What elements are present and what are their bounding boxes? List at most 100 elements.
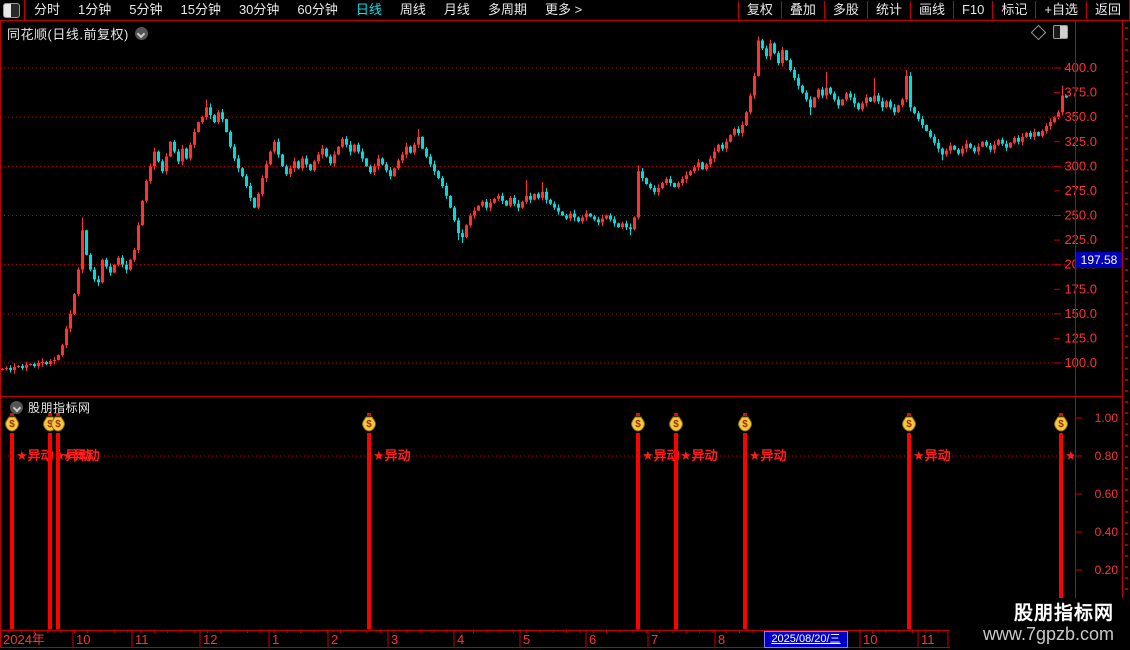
candle-body [513, 197, 516, 204]
candle-body [537, 193, 540, 198]
candle-body [1037, 131, 1040, 136]
menu-item-日线[interactable]: 日线 [355, 2, 382, 17]
indicator-title: 股朋指标网 [28, 401, 91, 415]
signal-line [907, 433, 911, 629]
candle-body [813, 97, 816, 108]
bag-tie [674, 413, 678, 416]
candle-body [261, 178, 264, 194]
candle-body [741, 125, 744, 133]
candle-body [385, 164, 388, 171]
menu-item-F10[interactable]: F10 [952, 1, 992, 19]
window-restore-icon[interactable] [1053, 25, 1068, 39]
candle-body [141, 200, 144, 226]
candle-body [369, 166, 372, 173]
candle-body [125, 264, 128, 270]
strip-tick [1125, 467, 1128, 469]
candle-body [17, 365, 20, 367]
menu-item-画线[interactable]: 画线 [909, 1, 953, 19]
bag-body [738, 416, 752, 432]
candle-body [145, 181, 148, 201]
strip-tick [1125, 247, 1128, 249]
split-window-icon[interactable] [3, 2, 20, 18]
menu-item-标记[interactable]: 标记 [992, 1, 1035, 19]
candle-body [493, 198, 496, 203]
menu-item-多周期[interactable]: 多周期 [487, 2, 527, 17]
candle-body [625, 223, 628, 228]
money-bag-icon: $ [362, 413, 376, 432]
candle-body [1, 368, 4, 370]
menu-item-更多 >[interactable]: 更多 > [544, 2, 583, 17]
candle-body [789, 60, 792, 70]
menu-item-统计[interactable]: 统计 [866, 1, 910, 19]
signal-marker: $ ★异动 [902, 413, 951, 629]
right-scroll-strip[interactable] [1123, 21, 1130, 650]
strip-tick [1125, 159, 1128, 161]
candle-body [717, 144, 720, 152]
price-axis-label: 175.0 [1064, 281, 1097, 296]
signal-line [10, 433, 14, 629]
candle-body [661, 183, 664, 188]
menu-item-30分钟[interactable]: 30分钟 [238, 2, 280, 17]
signal-line [367, 433, 371, 629]
bag-tie [743, 413, 747, 416]
menu-item-周线[interactable]: 周线 [399, 2, 426, 17]
candle-body [781, 50, 784, 64]
candle-body [949, 145, 952, 151]
chevron-down-icon[interactable] [10, 401, 23, 414]
strip-tick [1125, 379, 1128, 381]
strip-tick [1125, 412, 1128, 414]
menu-item-分时[interactable]: 分时 [34, 2, 61, 17]
candle-body [121, 257, 124, 265]
candle-body [217, 112, 220, 123]
strip-tick [1125, 401, 1128, 403]
candle-body [525, 195, 528, 202]
menu-item-月线[interactable]: 月线 [443, 2, 470, 17]
strip-tick [1125, 49, 1128, 51]
menu-item-返回[interactable]: 返回 [1085, 1, 1130, 19]
menu-item-15分钟[interactable]: 15分钟 [180, 2, 221, 17]
menu-item-复权[interactable]: 复权 [737, 1, 781, 19]
candle-body [177, 151, 180, 162]
strip-tick [1125, 489, 1128, 491]
price-axis-label: 400.0 [1064, 60, 1097, 75]
candle-body [497, 195, 500, 199]
money-bag-icon: $ [738, 413, 752, 432]
strip-tick [1125, 357, 1128, 359]
menu-item-+自选[interactable]: +自选 [1035, 1, 1086, 19]
signal-label: ★异动 [62, 448, 100, 463]
candle-body [61, 345, 64, 356]
candle-body [329, 156, 332, 164]
candle-body [585, 213, 588, 218]
diamond-icon[interactable] [1030, 24, 1047, 40]
candle-body [1041, 130, 1044, 136]
candle-body [393, 168, 396, 177]
chevron-down-icon[interactable] [134, 27, 148, 40]
menu-item-60分钟[interactable]: 60分钟 [297, 2, 338, 17]
candle-body [337, 146, 340, 155]
candle-body [953, 145, 956, 150]
candle-body [313, 161, 316, 171]
candle-body [597, 219, 600, 223]
candle-body [113, 264, 116, 273]
candle-body [293, 161, 296, 169]
menu-item-多股[interactable]: 多股 [823, 1, 867, 19]
candle-body [821, 89, 824, 96]
time-tick-label: 6 [589, 632, 596, 647]
candle-body [129, 259, 132, 270]
menu-item-5分钟[interactable]: 5分钟 [129, 2, 163, 17]
candle-body [449, 195, 452, 208]
candle-body [373, 166, 376, 173]
candle-body [985, 141, 988, 146]
candle-body [613, 219, 616, 224]
menu-item-叠加[interactable]: 叠加 [780, 1, 824, 19]
candle-body [925, 125, 928, 131]
signal-line [1059, 433, 1063, 629]
candle-body [721, 144, 724, 149]
value-axis-label: 0.80 [1095, 449, 1119, 463]
menu-item-1分钟[interactable]: 1分钟 [78, 2, 112, 17]
time-tick-label: 12 [203, 632, 217, 647]
candle-body [665, 179, 668, 184]
bag-tie [10, 413, 14, 416]
time-tick-label: 3 [391, 632, 398, 647]
candle-body [441, 178, 444, 186]
